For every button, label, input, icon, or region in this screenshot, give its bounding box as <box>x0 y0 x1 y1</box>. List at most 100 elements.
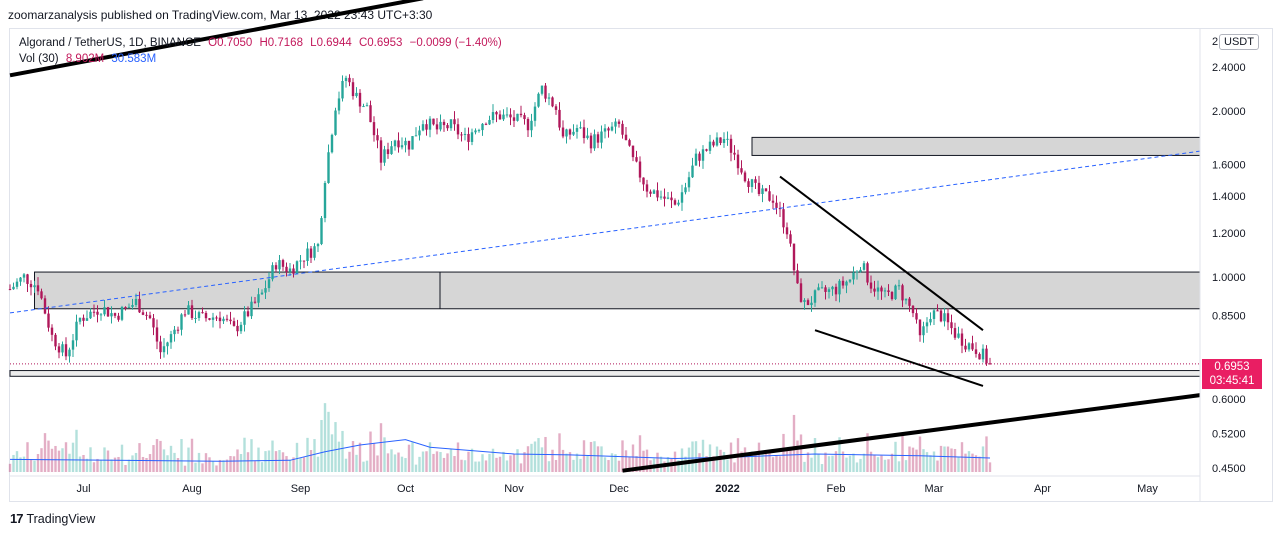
candle-body <box>985 348 988 364</box>
y-tick-label: 0.8500 <box>1212 311 1246 323</box>
candle-body <box>232 321 236 326</box>
candle-body <box>838 280 841 295</box>
candle-body <box>222 318 225 322</box>
volume-ma-value: 30.583M <box>111 53 157 65</box>
volume-bar <box>229 456 232 472</box>
candle-body <box>229 319 232 322</box>
candle-body <box>442 121 446 126</box>
candle-body <box>225 318 229 320</box>
volume-bar <box>491 448 495 472</box>
volume-bar <box>782 433 785 472</box>
candle-body <box>890 291 894 300</box>
volume-bar <box>628 456 631 472</box>
candle-body <box>589 135 593 149</box>
volume-bar <box>932 451 936 472</box>
candle-body <box>547 97 551 99</box>
volume-bar <box>946 446 950 472</box>
candle-body <box>768 191 771 201</box>
zone-rect <box>34 271 1201 310</box>
candle-body <box>103 307 106 315</box>
candle-body <box>561 127 565 137</box>
volume-bar <box>348 451 351 472</box>
y-tick-label: 2.4000 <box>1212 62 1246 74</box>
volume-bar <box>824 452 827 472</box>
candle-body <box>47 313 50 328</box>
candle-body <box>729 138 733 153</box>
volume-bar <box>187 447 190 472</box>
candle-body <box>761 188 764 194</box>
zone-rect <box>9 370 1201 377</box>
candle-body <box>743 172 747 182</box>
candle-body <box>614 121 617 127</box>
x-tick-label: Sep <box>291 483 311 495</box>
candle-body <box>603 128 607 132</box>
candle-body <box>435 124 439 130</box>
candle-body <box>554 106 558 110</box>
y-tick-label: 1.4000 <box>1212 191 1246 203</box>
y-tick-label: 0.5200 <box>1212 428 1246 440</box>
volume-bar <box>974 455 978 472</box>
candle-body <box>558 109 561 128</box>
volume-bar <box>705 456 708 472</box>
candle-body <box>740 168 743 173</box>
volume-bar <box>138 443 141 472</box>
volume-bar <box>442 457 446 472</box>
volume-bar <box>271 440 274 472</box>
volume-bar <box>799 434 803 472</box>
candle-body <box>414 135 418 137</box>
candle-body <box>617 121 621 124</box>
volume-bar <box>964 453 967 472</box>
volume-bar <box>642 450 645 472</box>
x-tick-label: Jul <box>76 483 90 495</box>
volume-bar <box>852 453 855 472</box>
candle-body <box>344 77 348 81</box>
tradingview-logo[interactable]: 17 TradingView <box>10 511 95 526</box>
candle-body <box>288 268 292 272</box>
volume-bar <box>379 423 383 472</box>
candle-body <box>323 182 327 219</box>
volume-bar <box>929 455 932 472</box>
volume-bar <box>225 459 229 472</box>
candle-body <box>656 190 659 198</box>
volume-bar <box>505 460 509 472</box>
x-tick-label: Apr <box>1034 483 1051 495</box>
candle-body <box>544 85 547 99</box>
volume-bar <box>953 448 957 472</box>
currency-badge[interactable]: USDT <box>1219 34 1259 50</box>
candle-body <box>771 200 775 203</box>
volume-bar <box>344 458 348 472</box>
volume-bar <box>173 452 176 472</box>
volume-bar <box>358 442 362 472</box>
volume-label[interactable]: Vol (30) <box>19 53 59 65</box>
symbol-title[interactable]: Algorand / TetherUS, 1D, BINANCE <box>19 37 201 49</box>
volume-bar <box>155 439 159 472</box>
y-tick-label: 2 <box>1212 36 1218 48</box>
candle-body <box>246 311 250 317</box>
volume-bar <box>547 461 551 472</box>
candle-body <box>680 192 684 203</box>
candle-body <box>113 313 117 316</box>
candle-body <box>491 112 495 120</box>
tradingview-mark-icon: 17 <box>10 511 24 526</box>
candle-body <box>813 290 817 303</box>
candle-body <box>152 318 155 328</box>
volume-bar <box>449 448 453 472</box>
volume-bar <box>390 449 393 472</box>
volume-bar <box>764 453 768 472</box>
y-tick-label: 2.0000 <box>1212 106 1246 118</box>
volume-bar <box>334 422 337 472</box>
volume-bar <box>78 456 82 472</box>
volume-bar <box>127 459 131 472</box>
candle-body <box>596 134 600 143</box>
volume-bar <box>19 457 22 472</box>
candle-body <box>817 287 820 291</box>
volume-bar <box>183 465 187 472</box>
candle-body <box>201 312 204 314</box>
candle-body <box>747 181 750 187</box>
volume-bar <box>866 433 869 472</box>
volume-bar <box>502 451 505 472</box>
candle-body <box>565 129 568 137</box>
volume-bar <box>516 449 519 472</box>
candle-body <box>278 260 281 270</box>
